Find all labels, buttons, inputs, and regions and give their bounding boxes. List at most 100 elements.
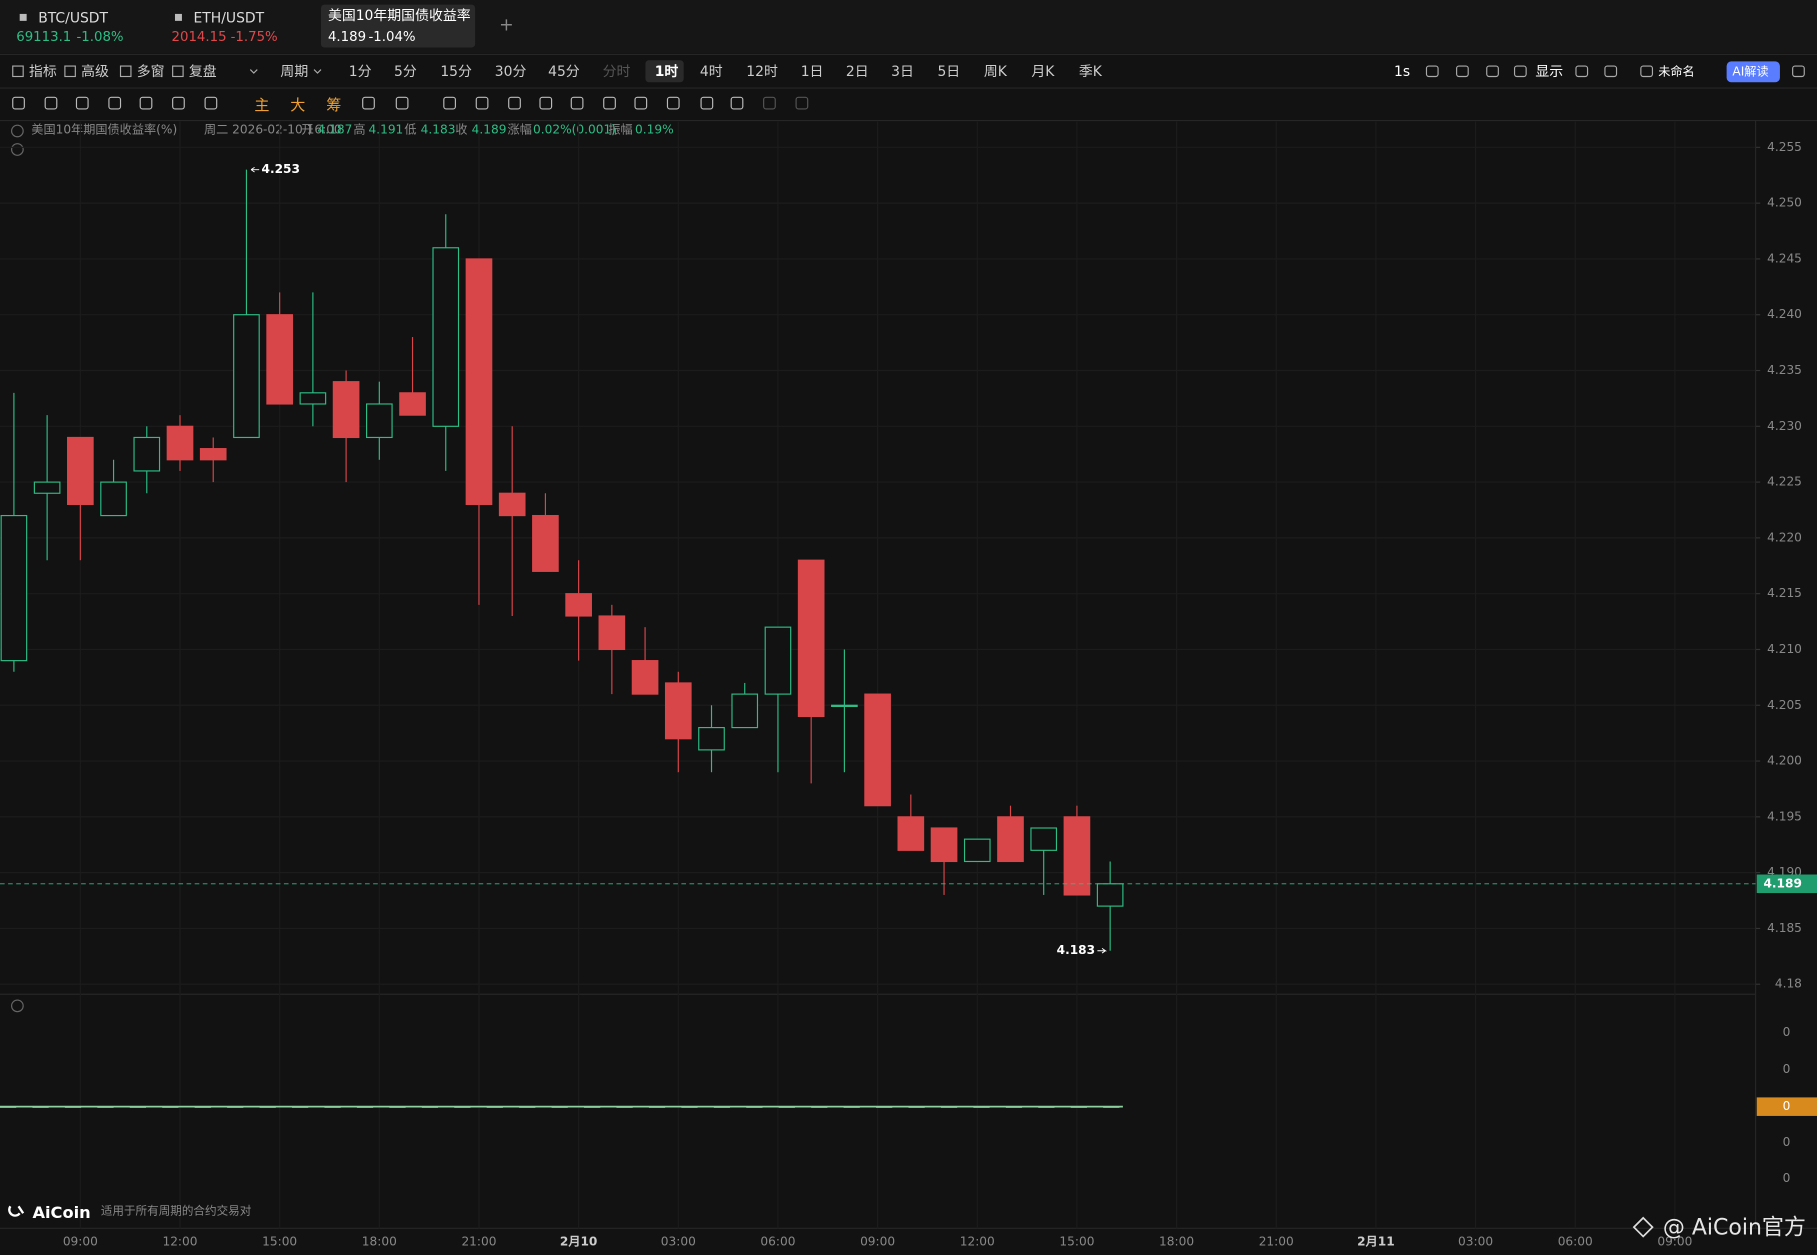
info-text: 开 <box>301 122 313 136</box>
period-item[interactable]: 周K <box>984 64 1008 80</box>
info-text: 低 <box>404 122 416 136</box>
tool-icon[interactable] <box>44 96 58 110</box>
indicator-tag-label: 0 <box>1783 1099 1791 1113</box>
period-item[interactable]: 5分 <box>394 64 417 80</box>
toolbar-icon[interactable] <box>1513 65 1527 78</box>
tool-icon[interactable] <box>603 96 616 110</box>
tab-change: -1.04% <box>368 30 415 45</box>
footer-note: 适用于所有周期的合约交易对 <box>101 1203 252 1217</box>
tool-icon[interactable] <box>539 96 553 110</box>
candle-body <box>33 481 61 494</box>
candle-body <box>332 381 360 439</box>
collapse-icon[interactable] <box>11 124 24 138</box>
tool-icon[interactable] <box>75 96 89 110</box>
period-item[interactable]: 45分 <box>548 64 580 80</box>
tool-icon[interactable] <box>508 96 521 110</box>
toolbar-icon[interactable] <box>1486 65 1499 78</box>
y-tick-label: 4.205 <box>1767 698 1802 712</box>
tool-icon[interactable] <box>634 96 648 110</box>
candle-body <box>100 481 127 517</box>
tool-icon[interactable] <box>204 96 218 110</box>
active-tab[interactable] <box>320 4 476 48</box>
y-tick-label: 4.225 <box>1767 475 1802 489</box>
tool-icon[interactable] <box>700 96 714 110</box>
y-tick-label: 4.210 <box>1767 642 1802 656</box>
toolbar-icon[interactable] <box>1425 65 1439 78</box>
period-item[interactable]: 15分 <box>440 64 472 80</box>
tool-item[interactable]: 筹 <box>326 96 341 114</box>
toolbar-item[interactable]: 高级 <box>81 63 109 80</box>
tool-icon[interactable] <box>570 96 584 110</box>
tool-icon[interactable] <box>362 96 375 110</box>
tool-icon[interactable] <box>763 96 776 110</box>
toolbar-right-item[interactable]: 未命名 <box>1658 63 1694 78</box>
x-tick-label: 03:00 <box>661 1235 696 1249</box>
toolbar-icon[interactable] <box>1575 65 1589 78</box>
toolbar-icon <box>172 65 184 78</box>
tool-icon[interactable] <box>795 96 809 110</box>
toolbar-icon[interactable] <box>1792 65 1805 78</box>
y-tick-label: 4.185 <box>1767 921 1802 935</box>
tool-icon[interactable] <box>12 96 25 110</box>
tool-item[interactable]: 主 <box>254 96 269 114</box>
toolbar-icon <box>12 65 24 78</box>
candle-body <box>930 827 958 863</box>
period-item[interactable]: 1日 <box>801 64 824 80</box>
toolbar-icon[interactable] <box>1640 65 1654 78</box>
candle-body <box>1063 816 1091 896</box>
tool-icon[interactable] <box>172 96 185 110</box>
candle-body <box>897 816 925 851</box>
toolbar-icon[interactable] <box>1456 65 1469 78</box>
tool-item[interactable]: 大 <box>290 96 305 114</box>
period-item[interactable]: 12时 <box>746 64 778 80</box>
period-item[interactable]: 季K <box>1079 64 1103 80</box>
info-text: 4.183 <box>421 122 456 136</box>
candle-body <box>731 693 759 729</box>
tool-icon[interactable] <box>139 96 153 110</box>
tool-icon[interactable] <box>395 96 409 110</box>
y-tick-label: 4.18 <box>1775 977 1802 991</box>
x-tick-label: 12:00 <box>960 1235 995 1249</box>
toolbar-item[interactable]: 周期 <box>280 64 308 80</box>
info-text: 4.191 <box>368 122 403 136</box>
tool-icon[interactable] <box>666 96 680 110</box>
expand-icon[interactable] <box>11 999 24 1013</box>
tool-icon[interactable] <box>475 96 489 110</box>
tool-icon[interactable] <box>108 96 122 110</box>
x-tick-label: 15:00 <box>1059 1235 1094 1249</box>
footer-logo: AiCoin <box>32 1203 90 1222</box>
period-item[interactable]: 月K <box>1031 64 1055 80</box>
watermark-icon <box>1632 1216 1654 1238</box>
toolbar-item[interactable]: 指标 <box>29 64 57 80</box>
period-item[interactable]: 1分 <box>349 64 372 80</box>
toolbar-item[interactable]: 多窗 <box>137 63 165 80</box>
period-item[interactable]: 1时 <box>655 63 679 80</box>
toolbar-icon <box>64 65 76 78</box>
period-item[interactable]: 5日 <box>937 64 960 80</box>
indicator-tick-label: 0 <box>1783 1062 1791 1076</box>
x-tick-label: 21:00 <box>1259 1235 1294 1249</box>
high-annotation: 4.253 <box>262 162 300 176</box>
expand-icon[interactable] <box>11 143 24 156</box>
add-tab[interactable]: + <box>499 16 514 36</box>
toolbar-right-item[interactable]: AI解读 <box>1732 64 1768 78</box>
tool-icon[interactable] <box>730 96 744 110</box>
period-item[interactable]: 4时 <box>700 64 723 80</box>
tab-name[interactable]: ETH/USDT <box>194 11 265 27</box>
period-item[interactable]: 30分 <box>495 64 527 80</box>
period-item[interactable]: 分时 <box>603 64 631 80</box>
info-text: 4.187 <box>318 122 353 136</box>
y-tick-label: 4.235 <box>1767 363 1802 377</box>
toolbar-right-item[interactable]: 显示 <box>1535 64 1563 80</box>
ai-button-bg[interactable] <box>1726 61 1780 83</box>
toolbar-item[interactable]: 复盘 <box>189 63 217 80</box>
candle-body <box>0 514 28 662</box>
period-item[interactable]: 2日 <box>846 64 869 80</box>
period-item[interactable]: 3日 <box>891 64 914 80</box>
tab-name[interactable]: BTC/USDT <box>38 11 108 27</box>
toolbar-icon[interactable] <box>1604 65 1618 78</box>
tab-name[interactable]: 美国10年期国债收益率 <box>328 7 471 24</box>
toolbar-right-item[interactable]: 1s <box>1394 64 1410 80</box>
tool-icon[interactable] <box>443 96 456 110</box>
last-price-tag <box>1756 874 1817 894</box>
